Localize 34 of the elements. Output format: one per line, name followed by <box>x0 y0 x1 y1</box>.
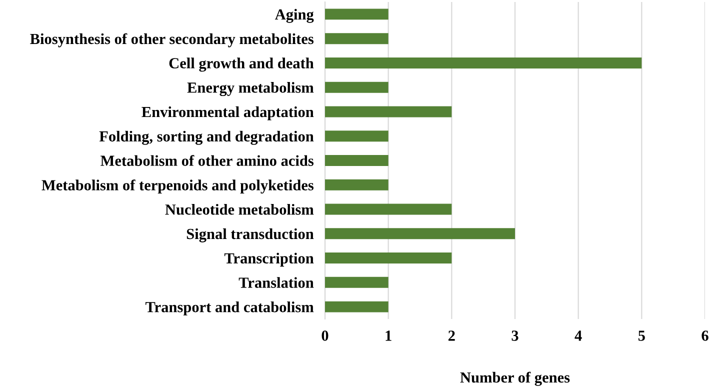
bar <box>325 8 388 20</box>
bar <box>325 179 388 190</box>
x-tick-label: 3 <box>512 330 518 341</box>
x-tick-label: 2 <box>448 330 455 341</box>
y-tick-label: Metabolism of other amino acids <box>100 155 314 166</box>
y-tick-label: Cell growth and death <box>169 58 314 72</box>
x-tick-label: 6 <box>702 330 708 341</box>
y-tick-label: Transcription <box>224 252 314 267</box>
bar <box>325 204 452 215</box>
y-tick-label: Metabolism of terpenoids and polyketides <box>42 180 314 194</box>
y-tick-label: Energy metabolism <box>187 82 314 96</box>
y-tick-label: Aging <box>274 8 314 23</box>
bar <box>325 82 388 93</box>
y-tick-label: Environmental adaptation <box>142 106 314 120</box>
bar <box>325 301 388 312</box>
bar <box>325 252 452 264</box>
bar <box>325 57 642 68</box>
bar <box>325 155 388 166</box>
y-tick-label: Folding, sorting and degradation <box>99 130 314 145</box>
y-tick-label: Transport and catabolism <box>145 302 314 316</box>
bar <box>325 228 515 240</box>
y-tick-label: Biosynthesis of other secondary metabolites <box>30 33 314 48</box>
bar <box>325 276 388 288</box>
x-tick-label: 5 <box>638 330 645 341</box>
bar <box>325 130 388 142</box>
x-axis-title: Number of genes <box>460 372 570 386</box>
bar <box>325 33 388 44</box>
x-tick-label: 0 <box>322 330 328 341</box>
y-tick-label: Signal transduction <box>186 228 314 242</box>
y-tick-label: Nucleotide metabolism <box>165 204 314 215</box>
y-tick-label: Translation <box>238 277 314 288</box>
x-tick-label: 4 <box>574 330 582 341</box>
bar <box>325 106 452 118</box>
x-tick-label: 1 <box>386 330 392 341</box>
